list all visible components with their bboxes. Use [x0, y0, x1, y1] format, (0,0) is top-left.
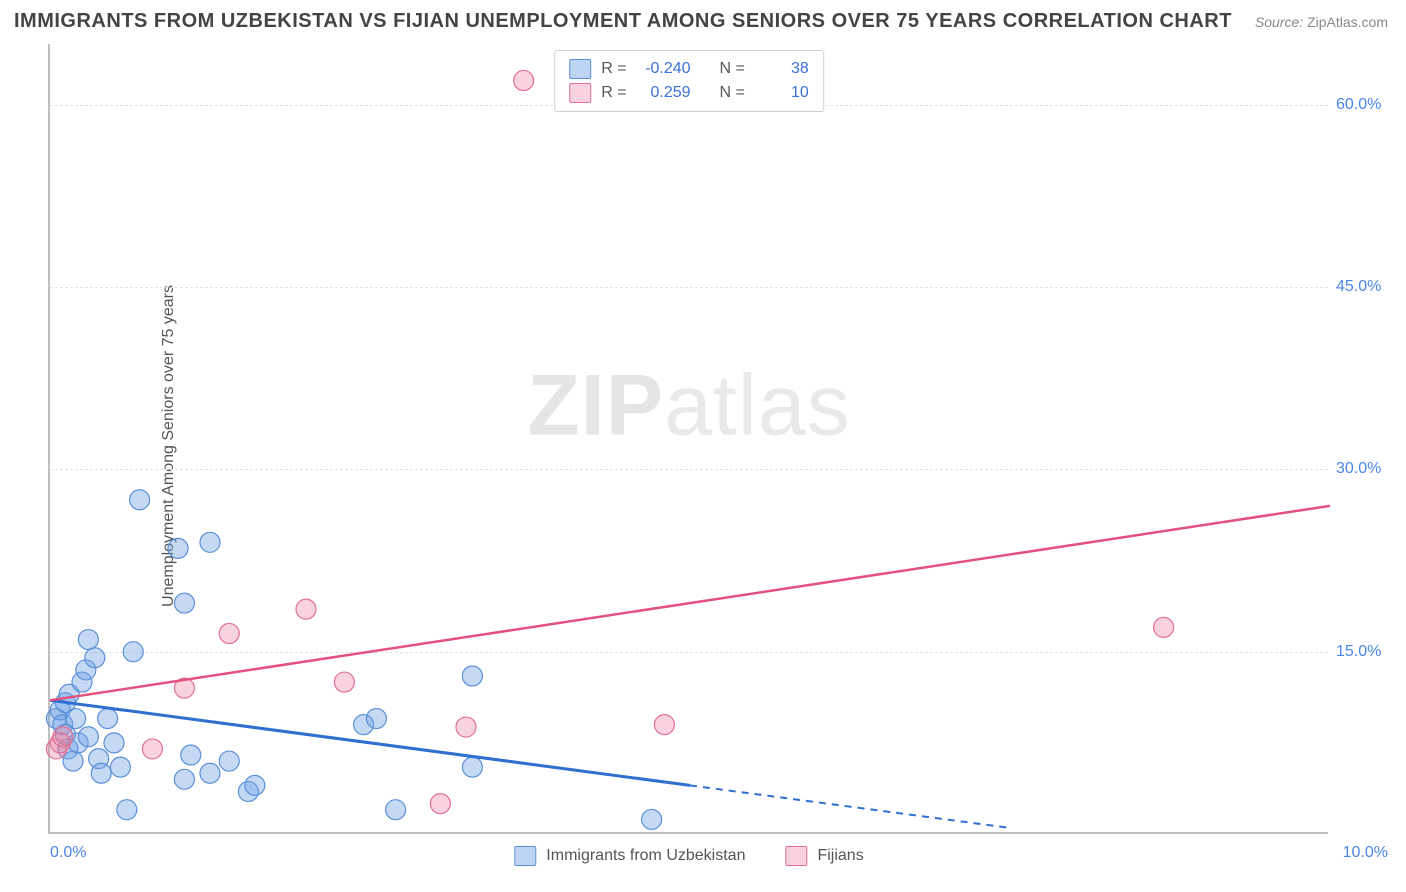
chart-plot-area: ZIPatlas R = -0.240 N = 38 R = 0.259 N =…: [48, 44, 1328, 834]
correlation-legend: R = -0.240 N = 38 R = 0.259 N = 10: [554, 50, 824, 112]
data-point: [456, 717, 476, 737]
data-point: [78, 727, 98, 747]
data-point: [85, 648, 105, 668]
data-point: [104, 733, 124, 753]
data-point: [130, 490, 150, 510]
data-point: [430, 794, 450, 814]
data-point: [63, 751, 83, 771]
data-point: [174, 769, 194, 789]
legend-item-uzbekistan: Immigrants from Uzbekistan: [514, 846, 745, 866]
x-tick-label: 0.0%: [50, 844, 86, 862]
r-value-pink: 0.259: [637, 81, 691, 105]
source-label: Source:: [1255, 14, 1303, 30]
data-point: [53, 727, 73, 747]
data-point: [219, 623, 239, 643]
data-point: [91, 763, 111, 783]
r-label: R =: [601, 81, 626, 105]
data-point: [123, 642, 143, 662]
data-point: [66, 709, 86, 729]
swatch-blue-icon: [569, 59, 591, 79]
data-point: [142, 739, 162, 759]
legend-item-fijians: Fijians: [785, 846, 863, 866]
n-value-pink: 10: [755, 81, 809, 105]
data-point: [245, 775, 265, 795]
data-point: [98, 709, 118, 729]
data-point: [181, 745, 201, 765]
data-point: [117, 800, 137, 820]
data-point: [366, 709, 386, 729]
data-point: [462, 757, 482, 777]
x-tick-label: 10.0%: [1343, 844, 1388, 862]
data-point: [514, 70, 534, 90]
legend-label: Fijians: [817, 847, 863, 865]
data-point: [654, 715, 674, 735]
n-label: N =: [719, 57, 744, 81]
data-point: [386, 800, 406, 820]
r-value-blue: -0.240: [637, 57, 691, 81]
data-point: [642, 809, 662, 829]
swatch-pink-icon: [785, 846, 807, 866]
data-point: [110, 757, 130, 777]
source-value: ZipAtlas.com: [1307, 14, 1388, 30]
y-tick-label: 45.0%: [1336, 278, 1396, 296]
chart-title: IMMIGRANTS FROM UZBEKISTAN VS FIJIAN UNE…: [14, 10, 1232, 33]
swatch-blue-icon: [514, 846, 536, 866]
r-label: R =: [601, 57, 626, 81]
data-point: [334, 672, 354, 692]
data-point: [174, 593, 194, 613]
legend-row-pink: R = 0.259 N = 10: [569, 81, 809, 105]
data-point: [200, 763, 220, 783]
data-point: [296, 599, 316, 619]
regression-line-dashed: [690, 785, 1010, 828]
data-point: [1154, 617, 1174, 637]
legend-row-blue: R = -0.240 N = 38: [569, 57, 809, 81]
source-attribution: Source: ZipAtlas.com: [1255, 14, 1388, 30]
data-point: [168, 538, 188, 558]
n-value-blue: 38: [755, 57, 809, 81]
y-tick-label: 15.0%: [1336, 643, 1396, 661]
data-point: [200, 532, 220, 552]
swatch-pink-icon: [569, 83, 591, 103]
y-tick-label: 60.0%: [1336, 96, 1396, 114]
data-point: [78, 630, 98, 650]
chart-svg: [50, 44, 1328, 832]
regression-line: [50, 506, 1330, 700]
n-label: N =: [719, 81, 744, 105]
y-tick-label: 30.0%: [1336, 460, 1396, 478]
legend-label: Immigrants from Uzbekistan: [546, 847, 745, 865]
data-point: [219, 751, 239, 771]
series-legend: Immigrants from Uzbekistan Fijians: [514, 846, 863, 866]
data-point: [462, 666, 482, 686]
